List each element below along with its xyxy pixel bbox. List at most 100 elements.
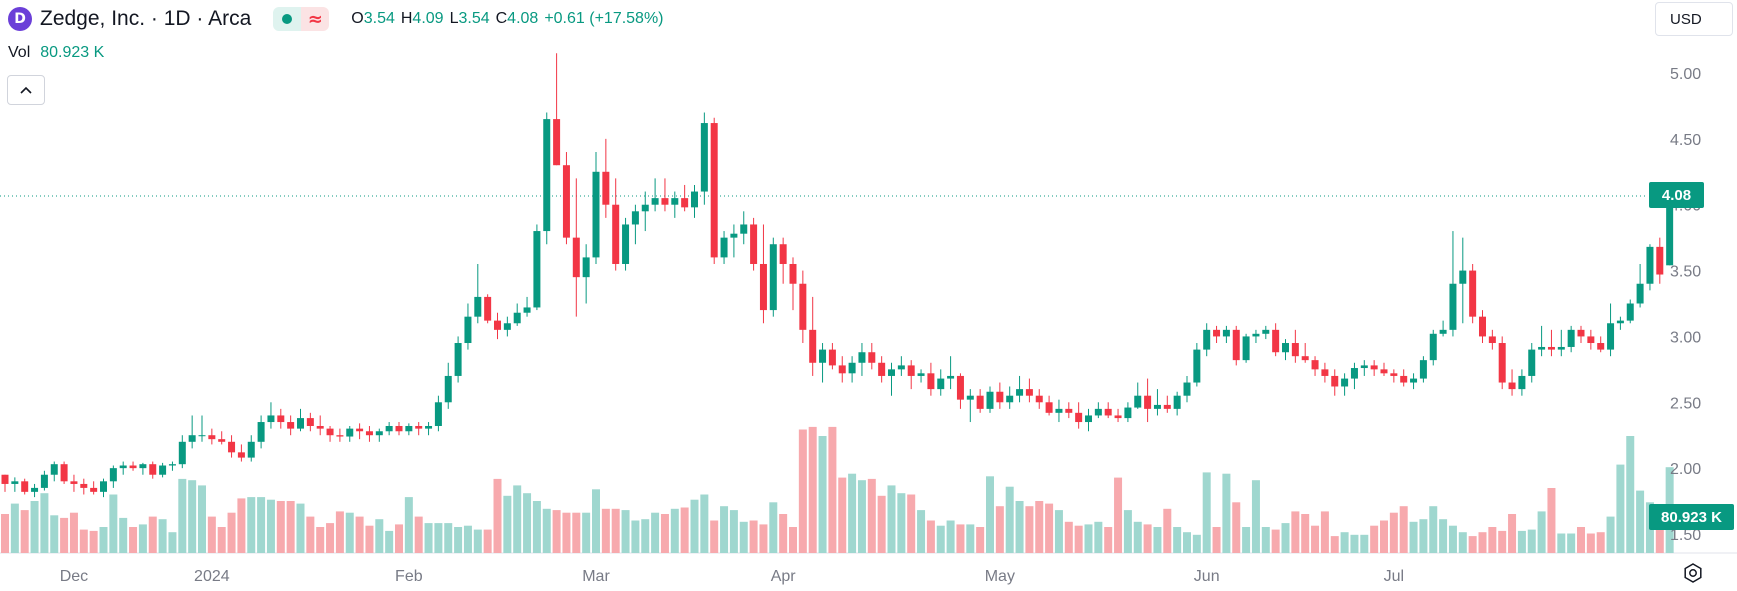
candle-body (1153, 404, 1161, 409)
volume-bar (207, 516, 216, 553)
volume-bar (1508, 514, 1517, 553)
volume-bar (20, 510, 29, 553)
candle-body (1341, 378, 1349, 387)
volume-bar (710, 520, 719, 553)
candle-body (1104, 408, 1112, 416)
candle-body (1557, 346, 1565, 350)
candle-body (474, 296, 482, 317)
volume-bar (513, 485, 522, 553)
candle-body (1213, 329, 1221, 337)
volume-bar (1202, 472, 1211, 553)
settings-icon[interactable] (1682, 562, 1704, 584)
candle-body (218, 439, 226, 442)
candle-body (553, 119, 561, 166)
volume-bar (1350, 534, 1359, 553)
volume-bar (1409, 521, 1418, 553)
symbol-title[interactable]: Zedge, Inc. · 1D · Arca (40, 7, 252, 30)
volume-bar (178, 478, 187, 553)
candle-body (681, 198, 689, 208)
volume-bar (542, 508, 551, 553)
currency-button[interactable]: USD (1655, 2, 1733, 36)
candle-body (799, 283, 807, 330)
volume-bar (789, 527, 797, 553)
candle-body (31, 487, 39, 492)
candle-body (1, 474, 9, 484)
candle-body (1282, 343, 1289, 353)
market-status-pill[interactable]: ≈ (273, 7, 330, 31)
candle-body (828, 349, 836, 366)
volume-bar (552, 510, 561, 553)
candle-body (1666, 194, 1674, 266)
candle-body (1380, 369, 1388, 374)
volume-bar (1261, 527, 1270, 553)
volume-bar (1163, 508, 1172, 553)
volume-bar (1271, 529, 1280, 553)
candle-body (1006, 395, 1014, 403)
candle-body (1567, 329, 1575, 347)
change-value: +0.61 (+17.58%) (544, 10, 664, 27)
volume-bar (1340, 532, 1349, 553)
volume-bar (168, 532, 177, 553)
volume-bar (444, 523, 453, 553)
chart-legend: D Zedge, Inc. · 1D · Arca ≈ O 3.54 H 4.09 … (8, 6, 664, 32)
volume-bar (237, 498, 246, 553)
volume-bar (50, 515, 59, 553)
volume-bar (1370, 525, 1379, 553)
volume-bar (1567, 533, 1576, 553)
volume-bar (40, 493, 49, 553)
candle-body (750, 224, 758, 264)
volume-bar (1251, 480, 1260, 553)
volume-bar (1626, 436, 1635, 553)
time-tick-label: 2024 (194, 568, 230, 585)
candle-body (267, 415, 275, 423)
candle-body (395, 425, 403, 432)
time-tick-label: Jul (1384, 568, 1404, 585)
volume-bar (276, 501, 285, 553)
volume-bar (463, 525, 472, 553)
volume-bar (887, 485, 896, 553)
volume-bar (1389, 512, 1398, 553)
candle-body (1114, 415, 1122, 419)
zedge-logo-icon[interactable]: D (8, 7, 32, 31)
volume-bar (838, 477, 847, 553)
volume-bar (1399, 506, 1408, 553)
volume-bar (651, 512, 660, 553)
candle-body (1301, 356, 1309, 361)
candle-body (178, 441, 186, 465)
candle-body (1331, 375, 1339, 387)
volume-bar (119, 517, 128, 553)
candle-body (1498, 343, 1506, 383)
candle-body (365, 431, 373, 436)
volume-bar (936, 525, 945, 553)
chevron-up-icon (20, 86, 32, 94)
close-value: 4.08 (507, 10, 539, 27)
volume-bar (1104, 527, 1113, 553)
volume-bar (877, 495, 886, 553)
candle-body (720, 237, 728, 258)
candle-body (336, 435, 344, 437)
volume-bar (897, 493, 906, 553)
candle-body (149, 464, 157, 475)
time-tick-label: May (985, 568, 1015, 585)
candle-body (1636, 283, 1644, 304)
volume-bar (1586, 533, 1595, 553)
volume-bar (158, 519, 167, 553)
candle-body (897, 365, 905, 370)
candle-body (405, 425, 413, 432)
market-open-indicator[interactable] (273, 7, 302, 31)
volume-value: 80.923 K (40, 44, 105, 61)
candle-body (602, 171, 610, 205)
candlesticks (1, 53, 1674, 498)
low-label: L (449, 10, 459, 27)
price-tick-label: 3.50 (1670, 264, 1701, 281)
collapse-legend-button[interactable] (7, 75, 45, 105)
volume-bar (828, 426, 837, 553)
volume-bar (99, 527, 108, 553)
volume-bar (1320, 511, 1329, 553)
candle-body (1321, 369, 1329, 376)
candle-body (759, 263, 767, 311)
candle-body (1252, 333, 1260, 337)
candle-body (1055, 408, 1063, 413)
delayed-data-indicator[interactable]: ≈ (301, 7, 330, 31)
